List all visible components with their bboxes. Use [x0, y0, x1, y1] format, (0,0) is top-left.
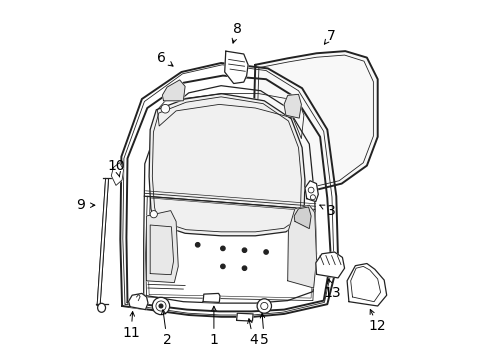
- Text: 13: 13: [323, 287, 341, 300]
- Circle shape: [159, 304, 163, 308]
- Ellipse shape: [98, 303, 105, 312]
- Text: 3: 3: [326, 204, 335, 217]
- Text: 7: 7: [326, 29, 335, 43]
- Polygon shape: [111, 163, 123, 185]
- Polygon shape: [315, 252, 344, 278]
- Circle shape: [220, 246, 224, 251]
- Polygon shape: [284, 94, 301, 118]
- Polygon shape: [126, 76, 330, 311]
- Circle shape: [161, 104, 169, 113]
- Circle shape: [260, 302, 267, 310]
- Polygon shape: [253, 51, 377, 192]
- Circle shape: [242, 248, 246, 252]
- Text: 6: 6: [157, 51, 166, 64]
- Circle shape: [242, 266, 246, 270]
- Polygon shape: [128, 293, 148, 310]
- Polygon shape: [162, 80, 185, 101]
- Polygon shape: [305, 181, 318, 202]
- Text: 5: 5: [260, 333, 268, 347]
- Text: 2: 2: [163, 333, 171, 347]
- Polygon shape: [287, 205, 316, 288]
- Circle shape: [156, 301, 166, 311]
- Circle shape: [264, 250, 268, 254]
- Text: 12: 12: [368, 319, 386, 333]
- Text: 4: 4: [248, 333, 257, 347]
- Polygon shape: [294, 207, 310, 229]
- Polygon shape: [224, 51, 247, 84]
- Circle shape: [152, 297, 169, 315]
- Polygon shape: [146, 211, 178, 283]
- Text: 9: 9: [76, 198, 85, 212]
- Text: 1: 1: [209, 333, 218, 347]
- Text: 11: 11: [122, 326, 140, 340]
- Text: 10: 10: [108, 159, 125, 172]
- Circle shape: [195, 243, 200, 247]
- Polygon shape: [236, 313, 253, 321]
- Text: 8: 8: [232, 22, 241, 36]
- Polygon shape: [203, 293, 220, 302]
- Circle shape: [257, 299, 271, 313]
- Circle shape: [307, 187, 313, 193]
- Polygon shape: [346, 264, 386, 306]
- Circle shape: [220, 264, 224, 269]
- Circle shape: [150, 211, 157, 218]
- Polygon shape: [149, 94, 305, 236]
- Circle shape: [310, 195, 315, 200]
